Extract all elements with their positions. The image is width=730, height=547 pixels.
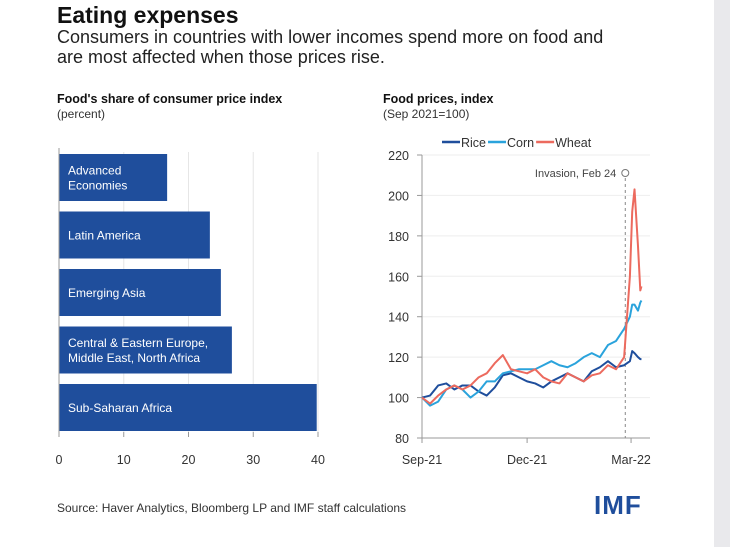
bar-label: Central & Eastern Europe, (68, 336, 208, 350)
bar (59, 269, 221, 316)
series-line-wheat (421, 188, 643, 405)
bar (59, 326, 232, 374)
x-tick-label: 10 (117, 453, 131, 467)
y-tick-label: 120 (388, 351, 409, 365)
bar (59, 154, 168, 201)
x-tick-label: 30 (246, 453, 260, 467)
imf-logo: IMF (594, 490, 642, 520)
y-tick-label: 140 (388, 311, 409, 325)
line-chart-unit: (Sep 2021=100) (383, 107, 470, 121)
bar-label: Middle East, North Africa (68, 351, 200, 365)
y-tick-label: 200 (388, 189, 409, 203)
bar-chart-title: Food's share of consumer price index (57, 92, 283, 106)
bar (59, 384, 317, 431)
x-tick-label: 20 (182, 453, 196, 467)
y-tick-label: 100 (388, 392, 409, 406)
bar-label: Economies (68, 179, 127, 193)
legend-label: Rice (461, 136, 486, 150)
x-tick-label: Sep-21 (402, 453, 442, 467)
y-tick-label: 220 (388, 149, 409, 163)
legend-label: Wheat (555, 136, 592, 150)
annotation-label: Invasion, Feb 24 (535, 168, 616, 180)
series-line-corn (421, 300, 643, 407)
bar-chart-unit: (percent) (57, 107, 106, 121)
page-title: Eating expenses (57, 2, 239, 28)
series-line-rice (421, 350, 642, 399)
x-tick-label: 0 (56, 453, 63, 467)
bar-label: Sub-Saharan Africa (68, 401, 172, 415)
legend-label: Corn (507, 136, 534, 150)
y-tick-label: 180 (388, 230, 409, 244)
subtitle: Consumers in countries with lower income… (57, 27, 604, 67)
x-tick-label: 40 (311, 453, 325, 467)
y-tick-label: 80 (395, 432, 409, 446)
window-edge (714, 0, 730, 547)
line-chart-title: Food prices, index (383, 92, 494, 106)
bar (59, 211, 210, 259)
bar-label: Advanced (68, 164, 121, 178)
source-note: Source: Haver Analytics, Bloomberg LP an… (57, 501, 407, 515)
invasion-marker-circle (621, 169, 630, 177)
bar-label: Emerging Asia (68, 286, 146, 300)
x-tick-label: Mar-22 (611, 453, 651, 467)
x-tick-label: Dec-21 (507, 453, 547, 467)
bar-label: Latin America (68, 229, 141, 243)
y-tick-label: 160 (388, 270, 409, 284)
